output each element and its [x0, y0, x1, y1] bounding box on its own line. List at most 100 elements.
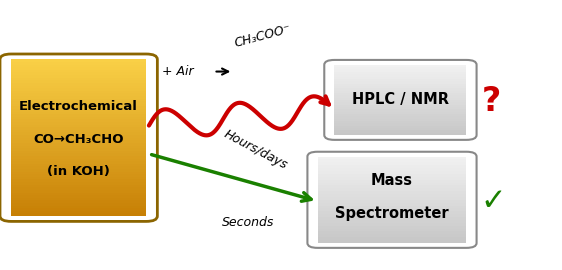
- Bar: [318, 171, 466, 174]
- Bar: [318, 177, 466, 180]
- Bar: [318, 183, 466, 185]
- Bar: [11, 99, 146, 101]
- Bar: [318, 180, 466, 183]
- Bar: [318, 229, 466, 231]
- Bar: [11, 86, 146, 88]
- Bar: [318, 203, 466, 205]
- Bar: [318, 231, 466, 234]
- Bar: [11, 83, 146, 86]
- Bar: [318, 160, 466, 162]
- Bar: [11, 148, 146, 151]
- Bar: [334, 65, 466, 67]
- Bar: [11, 164, 146, 166]
- Bar: [334, 83, 466, 86]
- Bar: [334, 114, 466, 116]
- Bar: [11, 143, 146, 146]
- Bar: [318, 214, 466, 217]
- Bar: [11, 135, 146, 138]
- Bar: [11, 190, 146, 193]
- Bar: [11, 130, 146, 133]
- Bar: [11, 208, 146, 211]
- Bar: [334, 90, 466, 93]
- Bar: [334, 109, 466, 112]
- Bar: [11, 200, 146, 203]
- Bar: [334, 95, 466, 97]
- Text: CH₃COO⁻: CH₃COO⁻: [233, 23, 293, 50]
- Bar: [318, 191, 466, 194]
- Bar: [11, 180, 146, 182]
- Text: Mass: Mass: [371, 173, 413, 188]
- Bar: [11, 140, 146, 143]
- Bar: [11, 101, 146, 104]
- Bar: [334, 88, 466, 90]
- Bar: [11, 198, 146, 200]
- Bar: [11, 96, 146, 99]
- Bar: [11, 138, 146, 140]
- Bar: [11, 195, 146, 198]
- Text: Seconds: Seconds: [222, 216, 274, 229]
- Bar: [11, 177, 146, 180]
- Bar: [334, 86, 466, 88]
- Bar: [11, 205, 146, 208]
- Bar: [318, 168, 466, 171]
- Bar: [318, 208, 466, 211]
- Bar: [11, 193, 146, 195]
- Bar: [318, 205, 466, 208]
- Bar: [11, 125, 146, 127]
- Bar: [318, 162, 466, 165]
- Bar: [11, 114, 146, 117]
- Bar: [11, 174, 146, 177]
- Text: ✓: ✓: [481, 187, 506, 216]
- Bar: [11, 203, 146, 205]
- Bar: [334, 76, 466, 79]
- Bar: [318, 188, 466, 191]
- Bar: [11, 172, 146, 174]
- Bar: [11, 59, 146, 62]
- Bar: [334, 74, 466, 76]
- Bar: [11, 104, 146, 106]
- Bar: [318, 211, 466, 214]
- Bar: [334, 104, 466, 107]
- Text: + Air: + Air: [162, 65, 194, 78]
- Bar: [11, 156, 146, 158]
- Bar: [11, 122, 146, 125]
- Bar: [11, 182, 146, 185]
- Bar: [11, 166, 146, 169]
- Bar: [11, 70, 146, 72]
- Text: CO→CH₃CHO: CO→CH₃CHO: [33, 133, 124, 146]
- Bar: [334, 119, 466, 121]
- Bar: [334, 107, 466, 109]
- Bar: [11, 75, 146, 78]
- Text: Electrochemical: Electrochemical: [19, 100, 138, 113]
- Bar: [11, 117, 146, 119]
- Bar: [11, 146, 146, 148]
- Bar: [318, 174, 466, 177]
- Bar: [318, 197, 466, 200]
- Bar: [11, 153, 146, 156]
- Bar: [334, 72, 466, 74]
- Bar: [11, 78, 146, 80]
- Bar: [334, 116, 466, 119]
- Bar: [334, 100, 466, 102]
- Bar: [11, 211, 146, 213]
- Bar: [11, 88, 146, 91]
- Bar: [11, 151, 146, 153]
- Bar: [11, 93, 146, 96]
- Bar: [318, 220, 466, 223]
- Bar: [318, 226, 466, 229]
- Bar: [334, 112, 466, 114]
- Bar: [11, 112, 146, 114]
- Bar: [11, 158, 146, 161]
- Bar: [11, 119, 146, 122]
- Bar: [318, 194, 466, 197]
- Bar: [318, 185, 466, 188]
- Bar: [334, 133, 466, 135]
- Bar: [318, 240, 466, 243]
- Bar: [318, 200, 466, 203]
- Bar: [11, 67, 146, 70]
- Bar: [334, 130, 466, 133]
- Bar: [11, 106, 146, 109]
- Text: HPLC / NMR: HPLC / NMR: [352, 92, 449, 107]
- Bar: [11, 80, 146, 83]
- Bar: [334, 121, 466, 123]
